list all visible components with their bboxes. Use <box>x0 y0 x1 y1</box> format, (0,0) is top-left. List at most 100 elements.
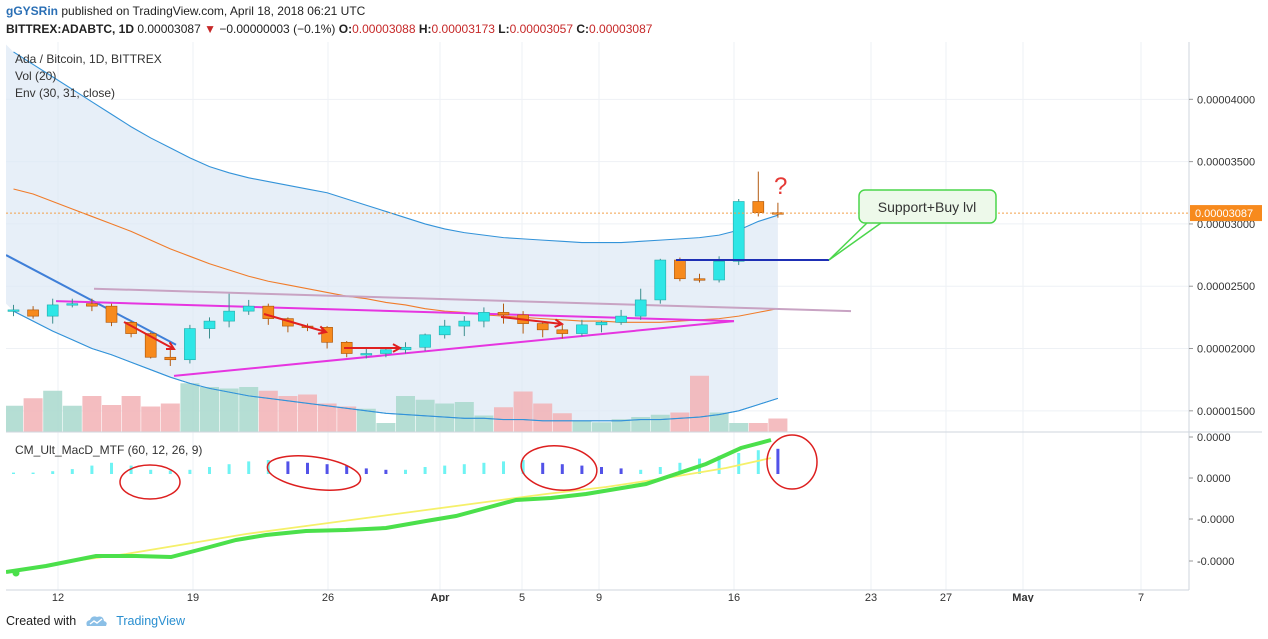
candle-body <box>144 333 157 358</box>
callout-pointer <box>828 222 882 261</box>
open-label: O: <box>338 22 353 36</box>
macd-hist-bar <box>266 460 270 474</box>
price-axis-tick: 0.00001500 <box>1197 406 1255 418</box>
volume-bar <box>258 390 278 432</box>
volume-bar <box>592 422 611 432</box>
macd-hist-bar <box>404 469 407 474</box>
macd-line <box>6 438 772 574</box>
x-axis-tick: Apr <box>431 592 451 602</box>
tradingview-link[interactable]: TradingView <box>116 614 185 628</box>
arrow-head <box>165 341 176 351</box>
candle-body <box>497 312 510 316</box>
current-price-label: 0.00003087 <box>1195 208 1253 220</box>
red-arrow-3 <box>344 343 403 353</box>
candle-body <box>478 312 490 322</box>
volume-bar <box>102 405 121 432</box>
macd-hist-bar <box>345 465 349 474</box>
close-value: 0.00003087 <box>589 22 653 36</box>
resistance-line <box>93 287 852 313</box>
macd-hist-bar <box>462 464 466 474</box>
candle-body <box>438 325 451 336</box>
macd-hist-bar <box>678 462 682 474</box>
macd-hist-bar <box>580 465 584 474</box>
triangle-bottom-line <box>173 320 735 377</box>
volume-bar <box>121 396 141 432</box>
arrow-head <box>554 318 565 328</box>
macd-hist-bar <box>658 467 662 474</box>
macd-hist-bar <box>443 465 447 474</box>
callout-support-buy: Support+Buy lvl <box>828 189 997 261</box>
callout-pointer <box>828 221 869 261</box>
chart-area[interactable]: ? Support+Buy lvl 12 19 26 Apr 5 9 16 23 27 May 7 0.0… <box>6 42 1262 602</box>
candle-body <box>262 305 275 319</box>
candle-body <box>321 327 333 343</box>
macd-axis-tick: 0.0000 <box>1197 432 1231 444</box>
macd-hist-bar <box>619 468 623 474</box>
macd-hist-bar <box>717 455 721 474</box>
macd-hist-bar <box>208 467 211 474</box>
envelope-basis-line <box>13 188 779 323</box>
price-axis-tick: 0.00003000 <box>1197 219 1255 231</box>
candle-body <box>380 349 392 354</box>
author-link[interactable]: gGYSRin <box>6 4 59 18</box>
footer: Created with TradingView <box>6 614 185 628</box>
candle-body <box>184 328 196 361</box>
red-ellipse-annotation <box>266 455 362 491</box>
volume-bar <box>239 387 259 432</box>
candle-body <box>634 299 647 317</box>
envelope-legend[interactable]: Env (30, 31, close) <box>15 86 116 100</box>
macd-axis-tick: -0.0000 <box>1197 514 1234 526</box>
macd-histogram <box>12 448 780 474</box>
volume-bar <box>6 405 23 432</box>
volume-bar <box>572 420 592 432</box>
high-label: H: <box>418 22 432 36</box>
candle-body <box>595 322 608 326</box>
volume-legend[interactable]: Vol (20) <box>15 69 57 83</box>
arrow-shaft <box>500 316 563 325</box>
envelope-upper-line <box>13 51 779 244</box>
macd-hist-bar <box>129 465 133 474</box>
x-axis-tick: 19 <box>187 592 199 602</box>
trend-line-blue <box>6 254 177 346</box>
x-axis-tick: May <box>1012 592 1034 602</box>
x-axis-tick: 26 <box>322 592 334 602</box>
candle-body <box>7 309 20 312</box>
macd-hist-bar <box>12 472 15 474</box>
volume-bar <box>219 388 239 432</box>
volume-bar <box>552 413 572 432</box>
macd-hist-bar <box>482 462 486 474</box>
chart-canvas[interactable]: ? Support+Buy lvl 12 19 26 Apr 5 9 16 23 27 May 7 0.0… <box>6 42 1262 602</box>
price-axis-tick: 0.00002500 <box>1197 281 1255 293</box>
macd-hist-bar <box>90 465 94 474</box>
volume-bar <box>43 390 63 432</box>
candle-body <box>615 315 627 323</box>
red-ellipse-annotation <box>766 434 818 490</box>
red-arrow-4 <box>500 316 565 328</box>
volume-bar <box>180 383 200 432</box>
macd-hist-bar <box>541 462 545 474</box>
red-ellipse-annotation <box>520 445 598 491</box>
red-ellipse-annotation <box>119 464 181 500</box>
volume-bar <box>298 394 317 432</box>
red-arrow-1 <box>123 321 176 351</box>
candle-body <box>419 334 431 348</box>
candle-body <box>713 260 725 281</box>
volume-bar <box>690 375 709 432</box>
macd-start-dot <box>12 569 20 577</box>
candle-body <box>223 310 235 322</box>
candle-body <box>86 303 98 307</box>
x-axis-tick: 9 <box>596 592 602 602</box>
change-value: −0.00000003 (−0.1%) <box>219 22 336 36</box>
volume-bar <box>160 403 180 432</box>
created-with-text: Created with <box>6 614 77 628</box>
candle-body <box>536 323 549 331</box>
macd-hist-bar <box>286 461 290 474</box>
symbol-label: BITTREX:ADABTC, 1D <box>6 22 134 36</box>
candle-body <box>732 201 745 262</box>
volume-bar <box>82 396 102 432</box>
candle-body <box>458 320 471 327</box>
volume-bar <box>23 398 43 432</box>
volume-bar <box>337 406 357 432</box>
macd-hist-bar <box>639 469 643 474</box>
macd-legend[interactable]: CM_Ult_MacD_MTF (60, 12, 26, 9) <box>15 443 203 457</box>
